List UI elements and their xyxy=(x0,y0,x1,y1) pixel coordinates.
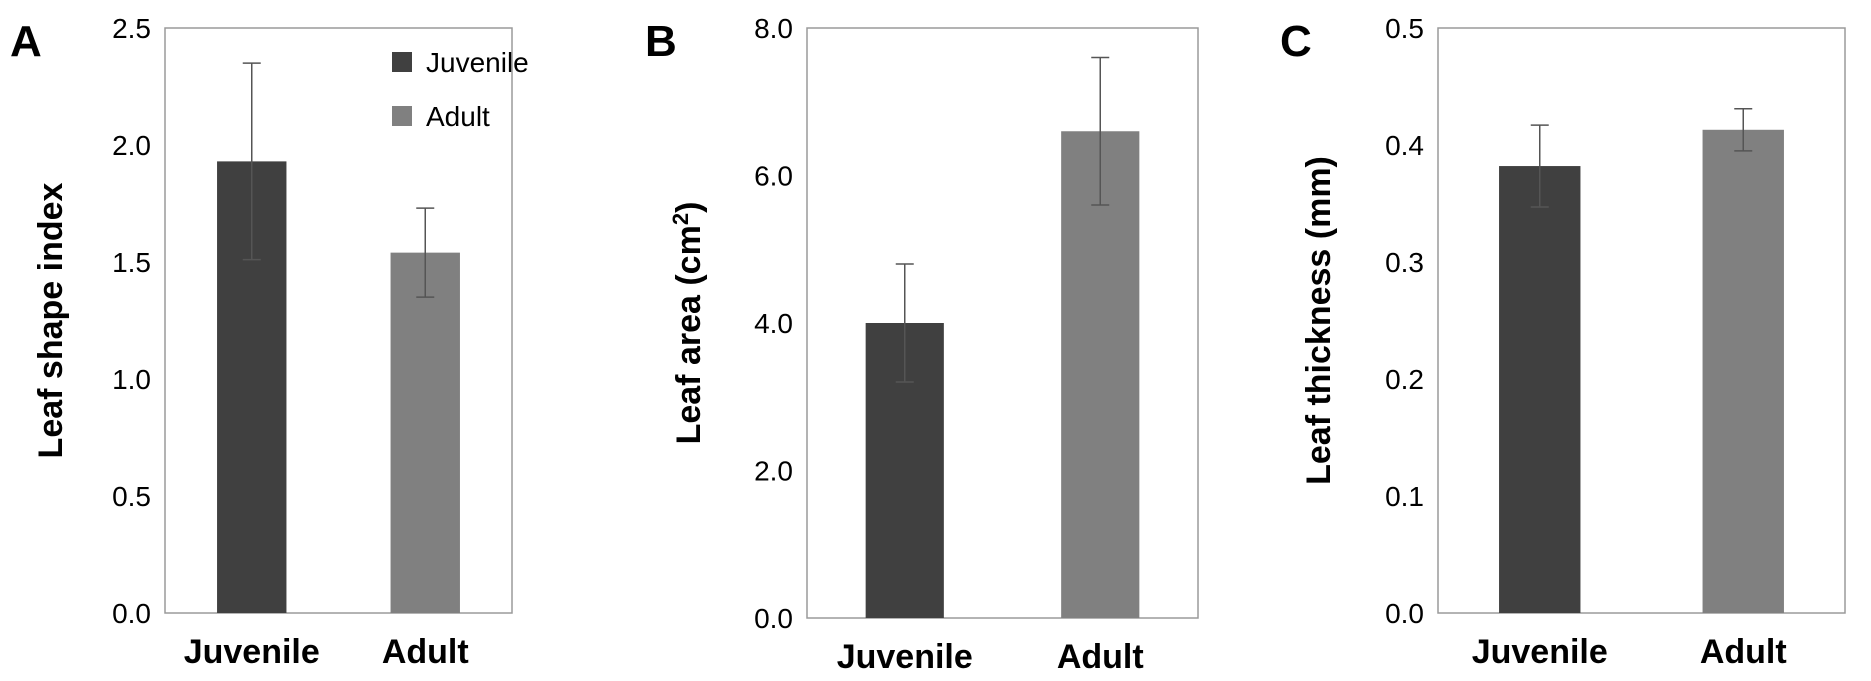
plot-c: 0.0 0.1 0.2 0.3 0.4 0.5 Juvenile Adult Leaf thic… xyxy=(1300,13,1846,671)
bar-adult xyxy=(1061,131,1140,618)
y-tick-label: 0.3 xyxy=(1385,247,1424,278)
category-label-adult: Adult xyxy=(382,633,469,671)
y-tick-label: 0.0 xyxy=(1385,598,1424,629)
bar-adult xyxy=(390,252,460,613)
panel-letter-b: B xyxy=(645,17,677,66)
legend-swatch-juvenile xyxy=(392,52,412,72)
panel-c: C xyxy=(1280,17,1312,66)
category-label-adult: Adult xyxy=(1700,633,1787,671)
plot-a: 0.0 0.5 1.0 1.5 2.0 2.5 Juvenile Adult Leaf shap… xyxy=(32,13,513,671)
legend: Juvenile Adult xyxy=(392,47,529,132)
legend-label-juvenile: Juvenile xyxy=(426,47,529,78)
panel-letter-a: A xyxy=(10,17,42,66)
panel-letter-c: C xyxy=(1280,17,1312,66)
y-tick-label: 2.5 xyxy=(112,13,151,44)
y-tick-label: 0.1 xyxy=(1385,481,1424,512)
y-tick-label: 0.0 xyxy=(112,598,151,629)
plot-frame xyxy=(806,27,1199,619)
y-tick-label: 4.0 xyxy=(754,308,793,339)
y-tick-label: 1.5 xyxy=(112,247,151,278)
legend-swatch-adult xyxy=(392,106,412,126)
y-axis-label: Leaf shape index xyxy=(32,182,70,458)
legend-label-adult: Adult xyxy=(426,101,490,132)
category-label-juvenile: Juvenile xyxy=(184,633,320,671)
y-tick-label: 1.0 xyxy=(112,364,151,395)
panel-b: B xyxy=(645,17,677,66)
y-tick-label: 2.0 xyxy=(112,130,151,161)
category-label-juvenile: Juvenile xyxy=(1472,633,1608,671)
y-tick-label: 0.0 xyxy=(754,603,793,634)
y-axis-label: Leaf thickness (mm) xyxy=(1300,156,1338,485)
y-tick-label: 6.0 xyxy=(754,161,793,192)
category-label-adult: Adult xyxy=(1057,638,1144,676)
y-tick-label: 0.5 xyxy=(1385,13,1424,44)
bar-adult xyxy=(1702,129,1784,614)
y-tick-label: 0.5 xyxy=(112,481,151,512)
category-label-juvenile: Juvenile xyxy=(837,638,973,676)
y-tick-label: 8.0 xyxy=(754,13,793,44)
y-tick-label: 2.0 xyxy=(754,456,793,487)
y-tick-label: 0.2 xyxy=(1385,364,1424,395)
panel-a: A xyxy=(10,17,42,66)
plot-frame xyxy=(164,27,513,614)
plot-frame xyxy=(1437,27,1846,614)
y-axis-label: Leaf area (cm2) xyxy=(668,202,708,445)
plot-b: 0.0 2.0 4.0 6.0 8.0 Juvenile Adult Leaf area (c… xyxy=(668,13,1199,676)
y-tick-label: 0.4 xyxy=(1385,130,1424,161)
bar-juvenile xyxy=(1499,166,1581,613)
